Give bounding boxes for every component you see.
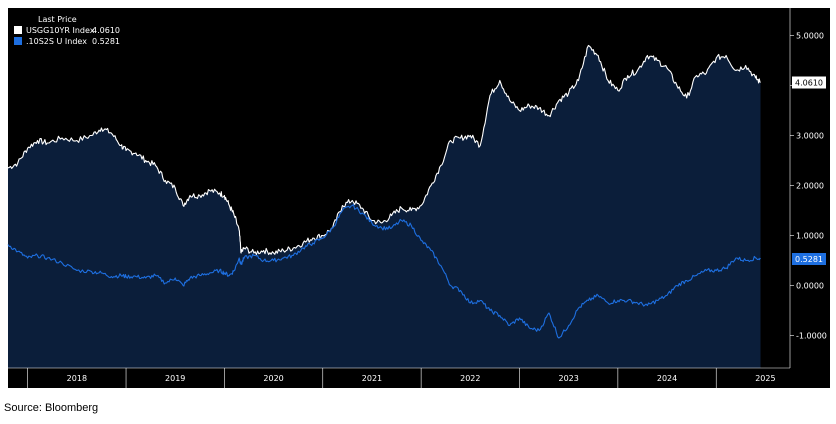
last-value-badge-usgg10yr	[792, 76, 826, 89]
line-layer	[7, 44, 761, 339]
line-series-usgg10yr	[7, 44, 761, 256]
legend-value-usgg10yr: 4.0610	[92, 26, 120, 35]
x-tick-label: 2019	[165, 374, 185, 383]
y-tick-label: 3.0000	[796, 132, 824, 141]
y-tick-label: 1.0000	[796, 232, 824, 241]
legend-title: Last Price	[38, 15, 77, 24]
last-value-badge-10s2s	[792, 253, 826, 265]
y-tick-label: 0.0000	[796, 282, 824, 291]
y-tick-label: 2.0000	[796, 182, 824, 191]
last-value-label-10s2s: 0.5281	[795, 255, 823, 264]
x-tick-label: 2018	[67, 374, 87, 383]
legend-label-10s2s: .10S2S U Index	[26, 37, 87, 46]
area-layer	[8, 45, 761, 368]
legend: Last Price USGG10YR Index 4.0610 .10S2S …	[14, 15, 120, 46]
legend-swatch-10s2s	[14, 37, 22, 45]
area-usgg10yr	[8, 45, 761, 368]
last-value-label-usgg10yr: 4.0610	[795, 79, 823, 88]
x-tick-label: 2024	[657, 374, 677, 383]
x-tick-label: 2022	[460, 374, 480, 383]
legend-value-10s2s: 0.5281	[92, 37, 120, 46]
x-tick-label: 2020	[263, 374, 283, 383]
legend-label-usgg10yr: USGG10YR Index	[26, 26, 95, 35]
x-tick-label: 2025	[755, 374, 775, 383]
axis-layer: 5.00004.00003.00002.00001.00000.0000-1.0…	[8, 8, 827, 388]
y-tick-label: -1.0000	[796, 332, 827, 341]
y-tick-label: 5.0000	[796, 32, 824, 41]
x-tick-label: 2023	[558, 374, 578, 383]
x-tick-label: 2021	[362, 374, 382, 383]
legend-swatch-usgg10yr	[14, 26, 22, 34]
source-note: Source: Bloomberg	[4, 402, 99, 414]
line-series-10s2s	[7, 203, 761, 339]
